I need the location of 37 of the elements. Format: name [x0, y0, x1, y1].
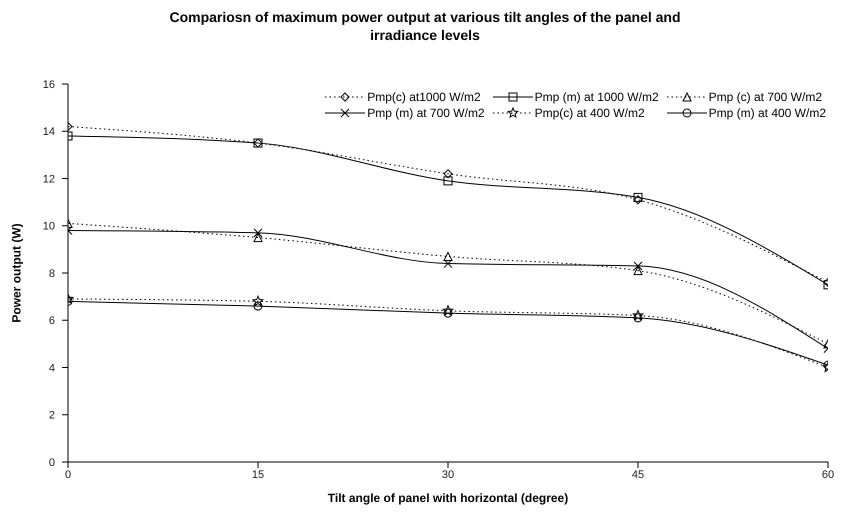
- chart-title: Compariosn of maximum power output at various tilt angles of the panel and irradiance levels: [168, 8, 682, 45]
- legend-label: Pmp (m) at 700 W/m2: [367, 106, 485, 120]
- y-tick-label: 8: [48, 268, 55, 280]
- x-tick-label: 30: [442, 468, 454, 481]
- point: [634, 261, 642, 270]
- point: [254, 302, 262, 311]
- y-axis-title: Power output (W): [9, 223, 24, 323]
- point: [634, 266, 642, 276]
- legend-label: Pmp (m) at 400 W/m2: [708, 106, 826, 120]
- point: [444, 252, 452, 261]
- x-axis-title: Tilt angle of panel with horizontal (degree): [328, 491, 568, 505]
- x-tick-label: 15: [252, 468, 264, 481]
- point: [254, 233, 262, 242]
- legend-label: Pmp (m) at 1000 W/m2: [534, 90, 659, 104]
- point: [632, 310, 644, 320]
- y-tick-label: 10: [42, 220, 55, 233]
- point: [634, 313, 642, 322]
- y-tick-label: 12: [42, 173, 55, 186]
- point: [442, 305, 454, 316]
- point: [254, 228, 262, 238]
- point: [634, 195, 642, 204]
- x-tick-label: 45: [632, 468, 644, 481]
- legend-label: Pmp(c) at 400 W/m2: [534, 106, 645, 120]
- point: [444, 259, 452, 268]
- y-tick-label: 6: [48, 315, 55, 328]
- y-tick-label: 4: [48, 362, 55, 374]
- y-tick-label: 16: [42, 78, 55, 91]
- y-tick-label: 2: [48, 410, 55, 422]
- y-tick-label: 0: [48, 456, 55, 469]
- point: [252, 296, 264, 306]
- x-tick-label: 0: [64, 468, 72, 481]
- legend-label: Pmp(c) at1000 W/m2: [367, 90, 481, 104]
- point: [444, 308, 452, 318]
- legend-label: Pmp (c) at 700 W/m2: [708, 90, 822, 104]
- y-tick-label: 14: [42, 126, 55, 138]
- point: [444, 169, 452, 178]
- x-tick-label: 60: [822, 468, 834, 481]
